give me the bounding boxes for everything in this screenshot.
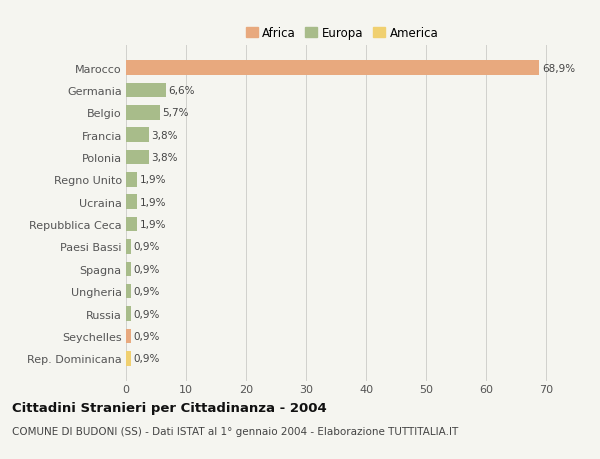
Bar: [126, 218, 137, 232]
Text: 6,6%: 6,6%: [168, 86, 194, 95]
Text: 0,9%: 0,9%: [134, 331, 160, 341]
Bar: [126, 284, 131, 299]
Bar: [126, 173, 137, 187]
Text: 0,9%: 0,9%: [134, 353, 160, 364]
Text: 1,9%: 1,9%: [140, 219, 166, 230]
Bar: [126, 307, 131, 321]
Text: 3,8%: 3,8%: [151, 153, 178, 162]
Bar: [126, 106, 160, 120]
Bar: [126, 240, 131, 254]
Text: 1,9%: 1,9%: [140, 175, 166, 185]
Text: 0,9%: 0,9%: [134, 309, 160, 319]
Text: 5,7%: 5,7%: [163, 108, 189, 118]
Text: 0,9%: 0,9%: [134, 242, 160, 252]
Bar: [126, 128, 149, 143]
Text: 0,9%: 0,9%: [134, 286, 160, 297]
Text: 68,9%: 68,9%: [542, 63, 575, 73]
Bar: [126, 351, 131, 366]
Bar: [126, 61, 539, 76]
Legend: Africa, Europa, America: Africa, Europa, America: [244, 25, 440, 43]
Text: Cittadini Stranieri per Cittadinanza - 2004: Cittadini Stranieri per Cittadinanza - 2…: [12, 401, 327, 414]
Bar: [126, 262, 131, 276]
Bar: [126, 151, 149, 165]
Bar: [126, 84, 166, 98]
Text: COMUNE DI BUDONI (SS) - Dati ISTAT al 1° gennaio 2004 - Elaborazione TUTTITALIA.: COMUNE DI BUDONI (SS) - Dati ISTAT al 1°…: [12, 426, 458, 436]
Bar: [126, 195, 137, 209]
Text: 3,8%: 3,8%: [151, 130, 178, 140]
Text: 0,9%: 0,9%: [134, 264, 160, 274]
Bar: [126, 329, 131, 343]
Text: 1,9%: 1,9%: [140, 197, 166, 207]
